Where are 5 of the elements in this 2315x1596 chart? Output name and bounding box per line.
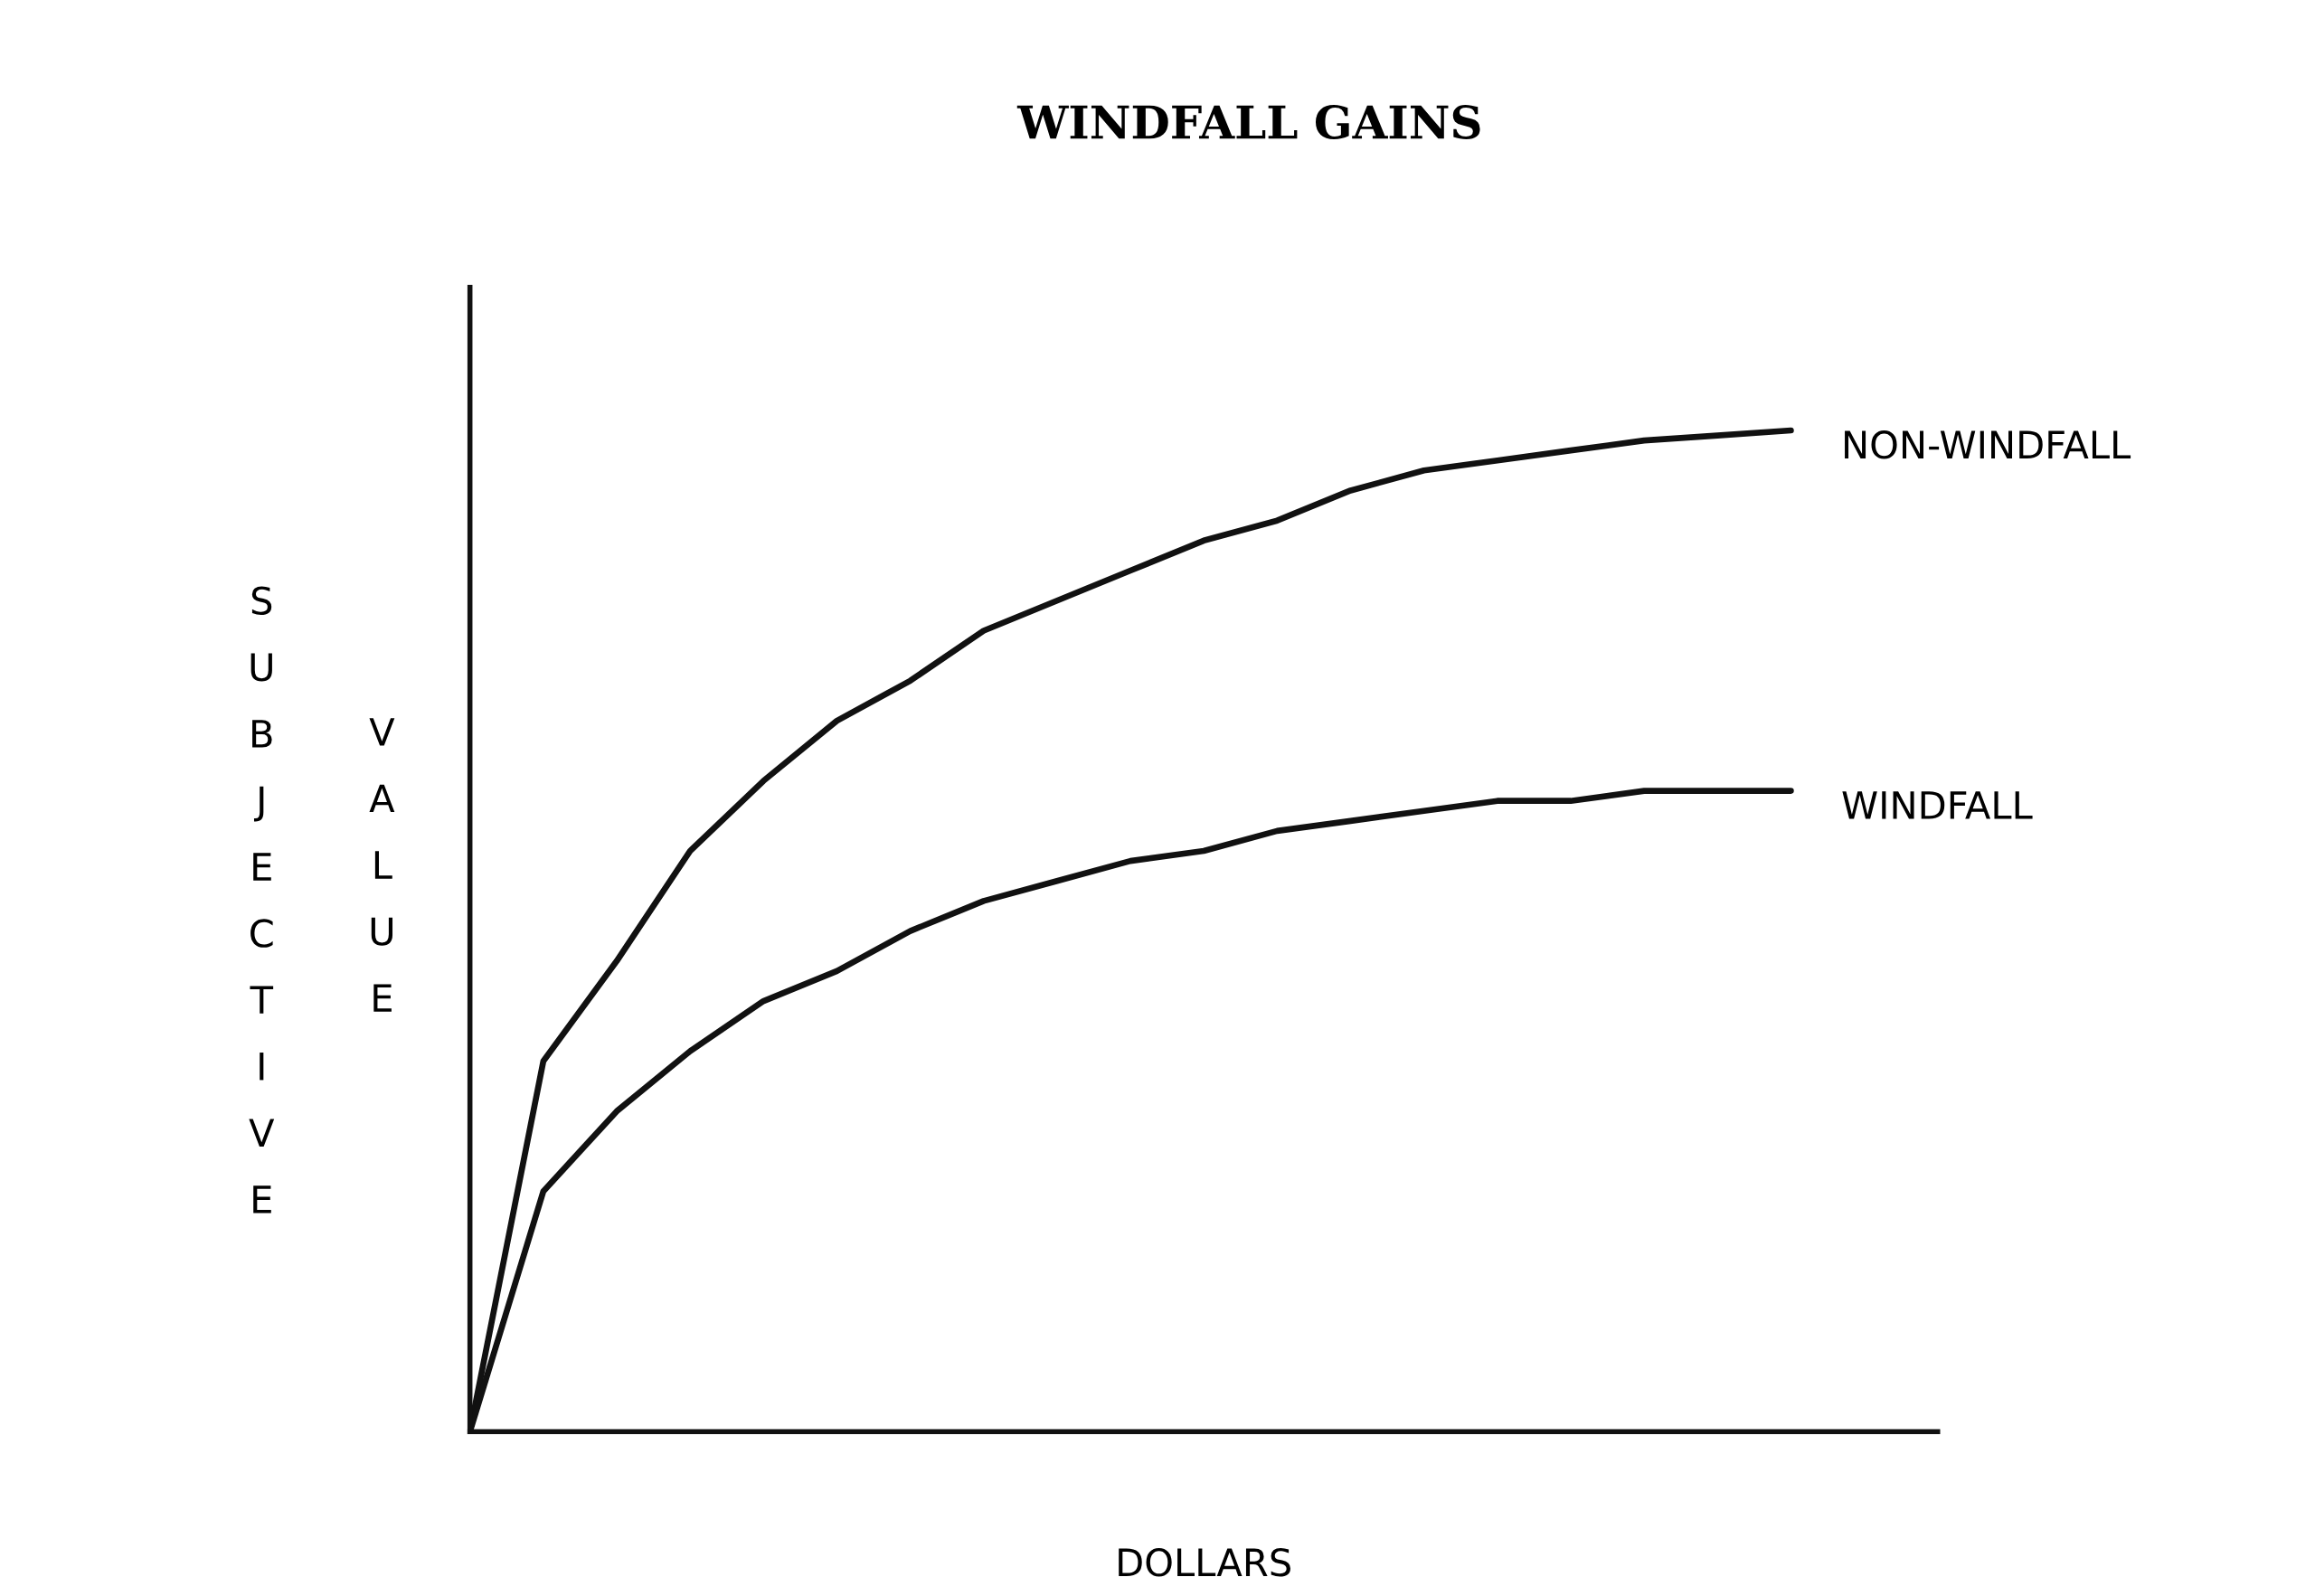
series-label: NON-WINDFALL [1845, 430, 2131, 459]
chart-title: WINDFALL GAINS [1016, 105, 1480, 139]
text: SUBJECTIVE VALUE [249, 586, 395, 1214]
series-label: WINDFALL [1842, 791, 2033, 819]
x-axis-title: DOLLARS [1119, 1548, 1290, 1577]
